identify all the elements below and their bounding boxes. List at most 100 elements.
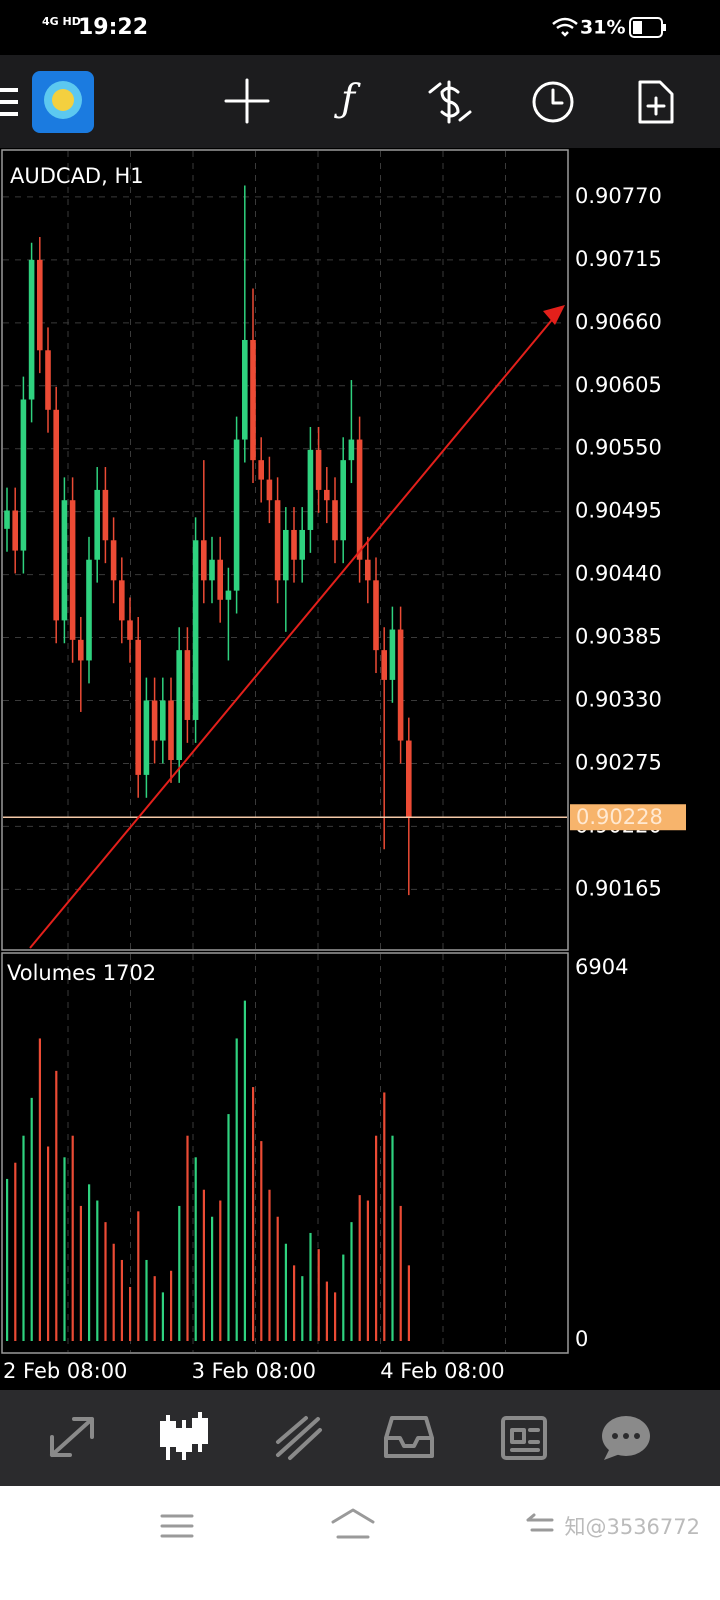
trend-line — [29, 314, 557, 949]
candle-body — [389, 629, 396, 680]
new-order-button[interactable] — [638, 80, 674, 124]
y-tick-label: 0.90330 — [575, 688, 662, 712]
volume-bar — [407, 1265, 410, 1341]
quotes-tab[interactable] — [50, 1417, 94, 1457]
candle-body — [94, 489, 100, 560]
volume-bar — [6, 1178, 9, 1341]
back-button[interactable] — [526, 1513, 554, 1532]
candle-body — [143, 700, 150, 775]
volume-bar — [301, 1276, 304, 1341]
volume-bar — [211, 1216, 214, 1341]
candle-body — [119, 580, 125, 621]
y-tick-label: 0.90550 — [575, 436, 662, 460]
volume-bar — [309, 1232, 312, 1341]
volume-bar — [186, 1135, 189, 1341]
wifi-icon — [552, 17, 578, 37]
trend-arrow — [543, 305, 565, 325]
app-icon[interactable] — [32, 71, 94, 133]
news-tab[interactable] — [501, 1416, 547, 1460]
candle-body — [274, 500, 281, 581]
candle-body — [299, 529, 305, 560]
chart-title: AUDCAD, H1 — [10, 164, 144, 188]
candle-body — [406, 740, 412, 818]
candle-body — [283, 529, 289, 581]
volume-bar — [219, 1200, 222, 1341]
candle-body — [45, 350, 51, 410]
volume-bar — [96, 1200, 99, 1341]
candle-body — [176, 650, 182, 761]
candle-body — [110, 540, 117, 581]
volume-title: Volumes 1702 — [7, 961, 156, 985]
volume-bar — [399, 1205, 402, 1341]
candle-body — [266, 479, 273, 501]
y-tick-label: 0.90165 — [575, 876, 662, 900]
candle-body — [192, 540, 199, 720]
volume-bar — [153, 1276, 156, 1341]
vertical-grid — [67, 151, 506, 1352]
candle-body — [168, 700, 174, 761]
timeframe-button[interactable] — [532, 81, 574, 123]
candle-body — [225, 590, 232, 600]
chat-tab[interactable] — [602, 1416, 650, 1460]
x-tick-label: 2 Feb 08:00 — [3, 1359, 127, 1383]
candle-body — [233, 439, 240, 591]
trade-tab[interactable] — [276, 1416, 322, 1460]
candle-body — [135, 639, 141, 775]
candle-body — [250, 339, 256, 461]
volume-bar — [170, 1270, 173, 1341]
candle-body — [151, 700, 158, 741]
y2-tick-label: 6904 — [575, 955, 628, 979]
plot: 0.90770 0.90715 0.90660 0.90605 0.90550 0.904… — [3, 184, 686, 1383]
network-indicator: 4G HD — [42, 15, 81, 28]
battery-icon — [629, 17, 663, 38]
y-tick-label: 0.90385 — [575, 625, 662, 649]
volume-bar — [137, 1211, 140, 1341]
trade-button[interactable] — [428, 80, 472, 124]
chart-tab[interactable] — [160, 1412, 208, 1460]
crosshair-button[interactable] — [224, 78, 270, 124]
candle-body — [315, 449, 322, 490]
home-button[interactable] — [331, 1508, 375, 1539]
y-tick-label: 0.90605 — [575, 373, 662, 397]
battery-percent: 31% — [580, 17, 625, 39]
volume-bar — [325, 1281, 328, 1341]
candle-body — [348, 439, 355, 461]
candle-body — [4, 510, 10, 529]
candle-body — [397, 629, 404, 741]
battery-level — [633, 21, 642, 34]
volume-bar — [391, 1135, 394, 1341]
x-tick-label: 4 Feb 08:00 — [380, 1359, 504, 1383]
y-tick-label: 0.90715 — [575, 247, 662, 271]
volume-bar — [293, 1265, 296, 1341]
volume-bar — [14, 1162, 17, 1341]
candle-body — [37, 259, 43, 351]
y-tick-label: 0.90275 — [575, 750, 662, 774]
volume-bar — [260, 1141, 263, 1341]
candle-body — [86, 559, 92, 661]
candle-body — [53, 409, 59, 621]
candle-body — [61, 500, 68, 621]
volume-bar — [120, 1259, 123, 1341]
volume-bar — [30, 1097, 33, 1341]
recents-button[interactable] — [160, 1514, 194, 1538]
candle-body — [242, 339, 248, 440]
candle-body — [324, 489, 330, 501]
y-tick-label: 0.90770 — [575, 184, 662, 208]
volume-panel — [1, 952, 569, 1354]
candle-body — [127, 620, 133, 640]
volume-bar — [342, 1254, 345, 1341]
history-tab[interactable] — [384, 1416, 434, 1458]
volume-bar — [334, 1292, 337, 1341]
volume-bar — [317, 1249, 320, 1341]
candle-body — [307, 449, 314, 530]
candle-body — [373, 580, 379, 651]
candle-body — [69, 500, 76, 640]
candle-body — [201, 540, 207, 581]
menu-button[interactable] — [0, 88, 18, 116]
volume-bar — [112, 1243, 115, 1341]
tab-bar — [0, 1390, 720, 1486]
volume-bar — [284, 1243, 287, 1341]
candle-body — [28, 259, 35, 400]
y-tick-label: 0.90660 — [575, 310, 662, 334]
